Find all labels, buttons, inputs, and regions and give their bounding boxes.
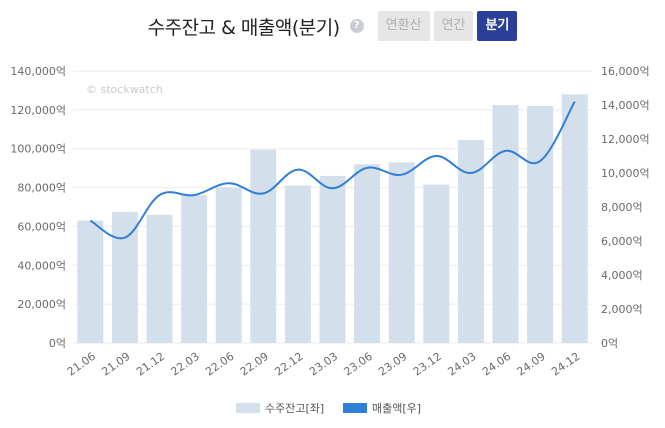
y-axis-right: 16,000억 14,000억 12,000억 10,000억 8,000억 6,000억… (601, 65, 650, 350)
bar[interactable] (77, 220, 104, 343)
x-tick: 24.06 (480, 350, 513, 379)
watermark: © stockwatch (86, 83, 163, 96)
bar-layer (77, 94, 588, 343)
legend-label-sales[interactable]: 매출액[우] (372, 402, 421, 415)
y-right-tick: 16,000억 (601, 65, 650, 78)
y-left-tick: 100,000억 (10, 143, 66, 156)
legend: 수주잔고[좌] 매출액[우] (236, 402, 421, 415)
y-left-tick: 80,000억 (17, 182, 66, 195)
y-right-tick: 10,000억 (601, 167, 650, 180)
bar[interactable] (527, 105, 554, 343)
tab-annualized[interactable]: 연환산 (377, 11, 430, 41)
x-tick: 22.03 (169, 350, 202, 379)
x-tick: 23.12 (411, 350, 444, 379)
bar[interactable] (250, 149, 277, 343)
y-right-tick: 4,000억 (601, 269, 643, 282)
bar[interactable] (319, 175, 346, 343)
y-right-tick: 8,000억 (601, 201, 643, 214)
x-tick: 22.06 (203, 350, 236, 379)
y-axis-left: 140,000억 120,000억 100,000억 80,000억 60,000억 40… (10, 65, 66, 350)
legend-swatch-sales (343, 403, 367, 413)
bar[interactable] (423, 184, 450, 343)
bar[interactable] (146, 214, 173, 343)
help-icon[interactable]: ? (349, 19, 364, 33)
bar[interactable] (284, 185, 311, 343)
y-right-tick: 6,000억 (601, 235, 643, 248)
bar[interactable] (354, 164, 381, 343)
x-tick: 21.06 (65, 350, 98, 379)
legend-swatch-backlog (236, 403, 260, 413)
x-tick: 23.03 (307, 350, 340, 379)
x-tick: 23.06 (342, 350, 375, 379)
legend-label-backlog[interactable]: 수주잔고[좌] (265, 402, 324, 415)
tab-quarterly[interactable]: 분기 (477, 11, 518, 41)
x-axis: 21.06 21.09 21.12 22.03 22.06 22.09 22.12 23.03… (65, 350, 583, 379)
line-layer (89, 101, 576, 240)
chart-title: 수주잔고 & 매출액(분기) (147, 16, 341, 39)
y-left-tick: 60,000억 (17, 220, 66, 233)
bar[interactable] (388, 162, 415, 343)
bar[interactable] (492, 105, 519, 343)
chart-header: 수주잔고 & 매출액(분기) ? 연환산 연간 분기 (0, 6, 665, 46)
y-right-tick: 14,000억 (601, 99, 650, 112)
x-tick: 24.03 (445, 350, 478, 379)
x-tick: 23.09 (376, 350, 409, 379)
y-left-tick: 20,000억 (17, 298, 66, 311)
bar[interactable] (561, 94, 588, 343)
x-tick: 22.09 (238, 350, 271, 379)
bar[interactable] (215, 187, 242, 343)
x-tick: 24.12 (549, 350, 582, 379)
bar[interactable] (111, 211, 138, 343)
y-left-tick: 0억 (49, 337, 66, 350)
y-left-tick: 140,000억 (10, 65, 66, 78)
y-right-tick: 0억 (601, 337, 618, 350)
y-right-tick: 2,000억 (601, 303, 643, 316)
x-tick: 21.09 (99, 350, 132, 379)
x-tick: 24.09 (515, 350, 548, 379)
y-right-tick: 12,000억 (601, 133, 650, 146)
bar[interactable] (181, 195, 208, 343)
y-left-tick: 120,000억 (10, 104, 66, 117)
sales-line[interactable] (89, 101, 576, 240)
x-tick: 21.12 (134, 350, 167, 379)
tab-annual[interactable]: 연간 (433, 11, 474, 41)
period-tabs: 연환산 연간 분기 (377, 11, 518, 41)
x-tick: 22.12 (272, 350, 305, 379)
y-left-tick: 40,000억 (17, 259, 66, 272)
